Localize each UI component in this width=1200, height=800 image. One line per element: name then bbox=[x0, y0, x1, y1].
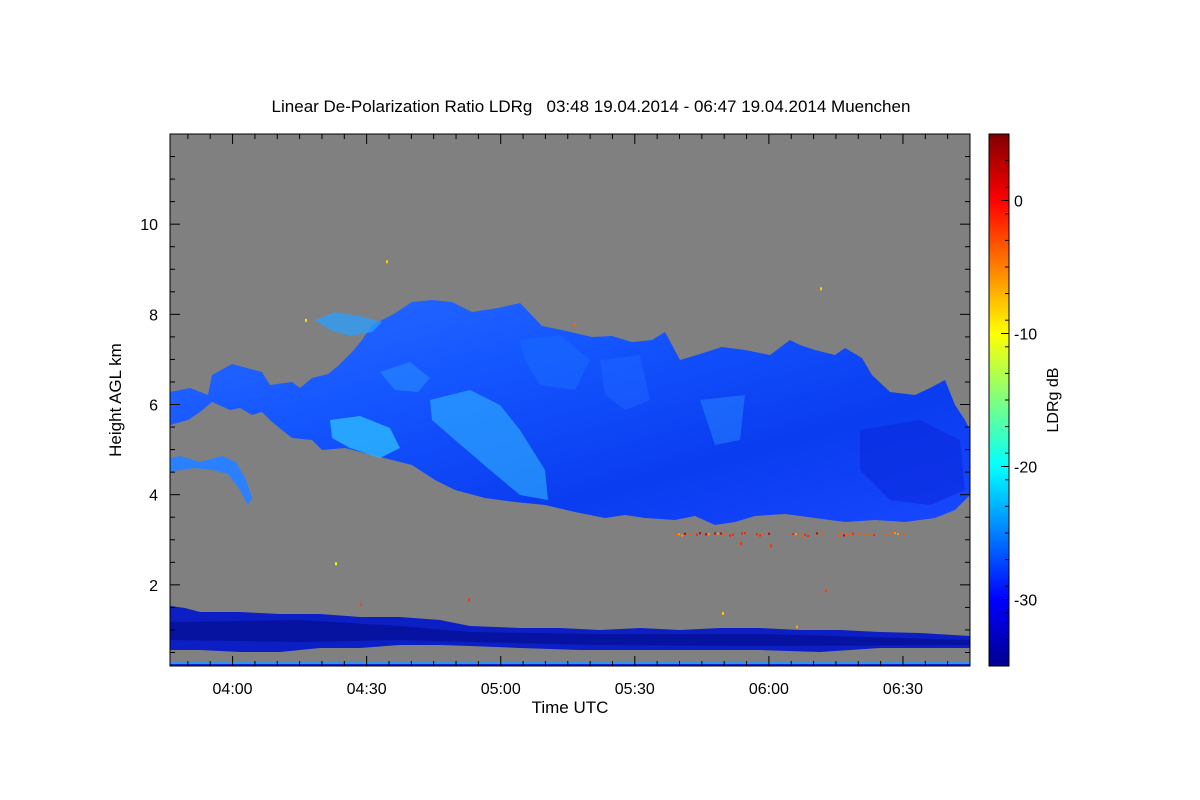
cloud-patch bbox=[700, 395, 745, 445]
particle-speck bbox=[768, 532, 770, 535]
y-tick-label: 8 bbox=[149, 307, 158, 324]
particle-speck bbox=[717, 532, 719, 535]
particle-speck bbox=[885, 533, 887, 536]
particle-speck bbox=[795, 533, 797, 536]
y-tick-label: 4 bbox=[149, 488, 158, 505]
particle-speck bbox=[843, 534, 845, 537]
particle-speck bbox=[574, 323, 576, 327]
particle-speck bbox=[864, 533, 866, 536]
particle-speck bbox=[840, 532, 842, 535]
colorbar-axis: 0 -10 -20 -30 bbox=[1001, 133, 1037, 667]
x-tick-label: 04:00 bbox=[213, 681, 253, 698]
boundary-layer-core bbox=[170, 620, 970, 646]
particle-speck bbox=[360, 602, 362, 606]
particle-speck bbox=[690, 533, 692, 536]
particle-speck bbox=[891, 532, 893, 535]
particle-speck bbox=[386, 260, 388, 264]
particle-speck bbox=[762, 532, 764, 535]
cloud-patch bbox=[860, 420, 965, 505]
depolarizing-particles bbox=[305, 260, 905, 629]
ldr-field bbox=[170, 260, 970, 666]
chart-title: Linear De-Polarization Ratio LDRg 03:48 … bbox=[271, 97, 911, 116]
particle-speck bbox=[722, 611, 724, 615]
particle-speck bbox=[816, 532, 818, 535]
particle-speck bbox=[684, 532, 686, 535]
particle-speck bbox=[305, 318, 307, 322]
particle-speck bbox=[822, 532, 824, 535]
particle-speck bbox=[675, 533, 677, 536]
particle-speck bbox=[723, 533, 725, 536]
cloud-patch bbox=[330, 416, 400, 458]
particle-speck bbox=[729, 534, 731, 537]
particle-speck bbox=[708, 533, 710, 536]
particle-speck bbox=[678, 533, 680, 536]
particle-speck bbox=[792, 532, 794, 535]
cloud-fragment bbox=[170, 456, 252, 505]
particle-speck bbox=[740, 542, 742, 546]
y-tick-label: 10 bbox=[140, 217, 158, 234]
particle-speck bbox=[468, 598, 470, 602]
particle-speck bbox=[849, 533, 851, 536]
x-tick-label: 06:00 bbox=[749, 681, 789, 698]
particle-speck bbox=[873, 534, 875, 537]
cloud-patch bbox=[600, 355, 650, 410]
particle-speck bbox=[804, 533, 806, 536]
particle-speck bbox=[705, 533, 707, 536]
particle-speck bbox=[820, 287, 822, 291]
cirrus-cloud bbox=[170, 300, 970, 525]
particle-speck bbox=[335, 562, 337, 566]
y-tick-label: 2 bbox=[149, 578, 158, 595]
x-tick-label: 06:30 bbox=[883, 681, 923, 698]
particle-speck bbox=[858, 532, 860, 535]
particle-speck bbox=[807, 534, 809, 537]
cloud-patch bbox=[520, 335, 590, 390]
y-axis: 2 4 6 8 10 bbox=[140, 156, 970, 653]
particle-speck bbox=[894, 532, 896, 535]
surface-strip-lower bbox=[170, 664, 970, 666]
colorbar-tick-label: -30 bbox=[1014, 593, 1037, 610]
particle-speck bbox=[825, 589, 827, 593]
colorbar-tick-label: -10 bbox=[1014, 327, 1037, 344]
particle-speck bbox=[801, 534, 803, 537]
x-tick-label: 04:30 bbox=[347, 681, 387, 698]
y-axis-label: Height AGL km bbox=[106, 343, 125, 457]
particle-speck bbox=[770, 544, 772, 548]
particle-speck bbox=[756, 533, 758, 536]
x-axis-label: Time UTC bbox=[531, 698, 609, 717]
particle-speck bbox=[741, 532, 743, 535]
colorbar-tick-label: -20 bbox=[1014, 460, 1037, 477]
particle-speck bbox=[846, 533, 848, 536]
cloud-patch bbox=[430, 390, 548, 500]
particle-speck bbox=[796, 625, 798, 629]
surface-strip bbox=[170, 661, 970, 664]
cloud-patch bbox=[380, 362, 430, 392]
particle-speck bbox=[699, 532, 701, 535]
particle-speck bbox=[897, 533, 899, 536]
particle-speck bbox=[732, 533, 734, 536]
particle-speck bbox=[759, 534, 761, 537]
particle-speck bbox=[852, 532, 854, 535]
particle-speck bbox=[714, 532, 716, 535]
y-tick-label: 6 bbox=[149, 398, 158, 415]
particle-speck bbox=[867, 533, 869, 536]
particle-speck bbox=[720, 532, 722, 535]
x-tick-label: 05:00 bbox=[481, 681, 521, 698]
colorbar-tick-label: 0 bbox=[1014, 194, 1023, 211]
x-axis: 04:00 04:30 05:00 05:30 06:00 06:30 bbox=[187, 134, 971, 698]
particle-speck bbox=[903, 533, 905, 536]
plot-frame bbox=[169, 133, 971, 667]
particle-speck bbox=[696, 533, 698, 536]
particle-speck bbox=[837, 534, 839, 537]
particle-speck bbox=[744, 532, 746, 535]
x-tick-label: 05:30 bbox=[615, 681, 655, 698]
cloud-patch bbox=[315, 312, 382, 336]
particle-speck bbox=[681, 534, 683, 537]
colorbar-label: LDRg dB bbox=[1045, 367, 1062, 433]
